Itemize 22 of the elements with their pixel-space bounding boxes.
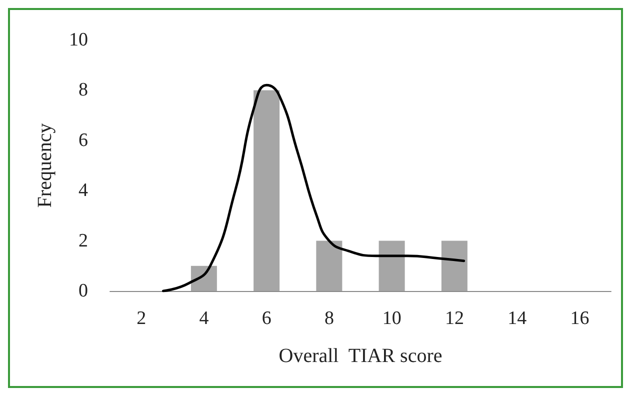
x-axis-title: Overall TIAR score xyxy=(278,345,442,367)
bar xyxy=(254,90,280,291)
x-tick-label: 10 xyxy=(382,308,402,329)
y-tick-label: 8 xyxy=(78,80,88,101)
bar xyxy=(441,240,468,291)
x-tick-label: 2 xyxy=(136,308,146,329)
x-tick-label: 6 xyxy=(262,308,272,329)
x-tick-label: 14 xyxy=(508,308,528,329)
bar xyxy=(316,240,342,291)
y-tick-label: 6 xyxy=(78,130,88,151)
y-axis-title: Frequency xyxy=(34,123,56,208)
line-series xyxy=(162,84,466,292)
bar xyxy=(190,266,217,291)
x-tick-label: 16 xyxy=(570,308,590,329)
x-tick-label: 12 xyxy=(444,308,464,329)
y-tick-label: 2 xyxy=(78,230,88,252)
y-tick-label: 0 xyxy=(78,280,88,302)
x-tick-label: 4 xyxy=(199,308,210,329)
y-tick-label: 10 xyxy=(69,30,88,50)
bar xyxy=(378,240,405,291)
x-tick-label: 8 xyxy=(324,308,334,329)
y-tick-label: 4 xyxy=(78,180,88,202)
